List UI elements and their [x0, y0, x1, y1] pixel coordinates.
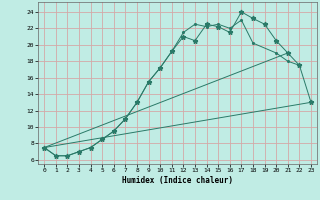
X-axis label: Humidex (Indice chaleur): Humidex (Indice chaleur) — [122, 176, 233, 185]
